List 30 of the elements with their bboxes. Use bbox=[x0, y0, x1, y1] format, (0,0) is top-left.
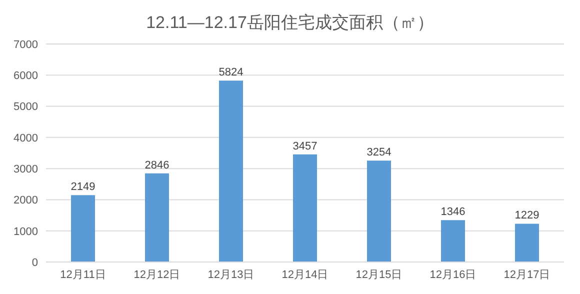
data-label: 2846 bbox=[144, 159, 170, 172]
y-tick-label: 7000 bbox=[14, 38, 38, 51]
y-tick-label: 2000 bbox=[14, 194, 38, 207]
data-label: 1229 bbox=[514, 210, 540, 222]
bar bbox=[71, 195, 95, 262]
data-label: 2149 bbox=[70, 181, 96, 194]
x-tick-label: 12月11日 bbox=[60, 268, 106, 281]
data-label: 3457 bbox=[292, 140, 318, 152]
data-label: 5824 bbox=[218, 66, 244, 79]
y-tick-label: 5000 bbox=[14, 101, 38, 114]
x-tick-label: 12月16日 bbox=[430, 268, 476, 281]
x-tick-label: 12月13日 bbox=[208, 268, 254, 281]
y-tick-label: 4000 bbox=[14, 132, 38, 144]
bar bbox=[145, 173, 169, 262]
x-tick-label: 12月17日 bbox=[504, 268, 550, 281]
data-label: 1346 bbox=[440, 206, 466, 218]
y-tick-label: 1000 bbox=[14, 226, 38, 238]
y-tick-label: 6000 bbox=[14, 70, 38, 82]
x-tick-label: 12月14日 bbox=[282, 268, 328, 281]
x-tick-label: 12月15日 bbox=[356, 268, 402, 281]
bar bbox=[293, 154, 317, 262]
bar bbox=[515, 224, 539, 262]
bar bbox=[367, 160, 391, 262]
data-label: 3254 bbox=[366, 146, 392, 159]
chart-title: 12.11—12.17岳阳住宅成交面积（㎡） bbox=[145, 12, 435, 34]
x-tick-label: 12月12日 bbox=[134, 268, 180, 281]
bar bbox=[219, 80, 243, 262]
y-tick-label: 3000 bbox=[14, 163, 38, 176]
bar bbox=[441, 220, 465, 262]
y-tick-label: 0 bbox=[32, 256, 38, 269]
